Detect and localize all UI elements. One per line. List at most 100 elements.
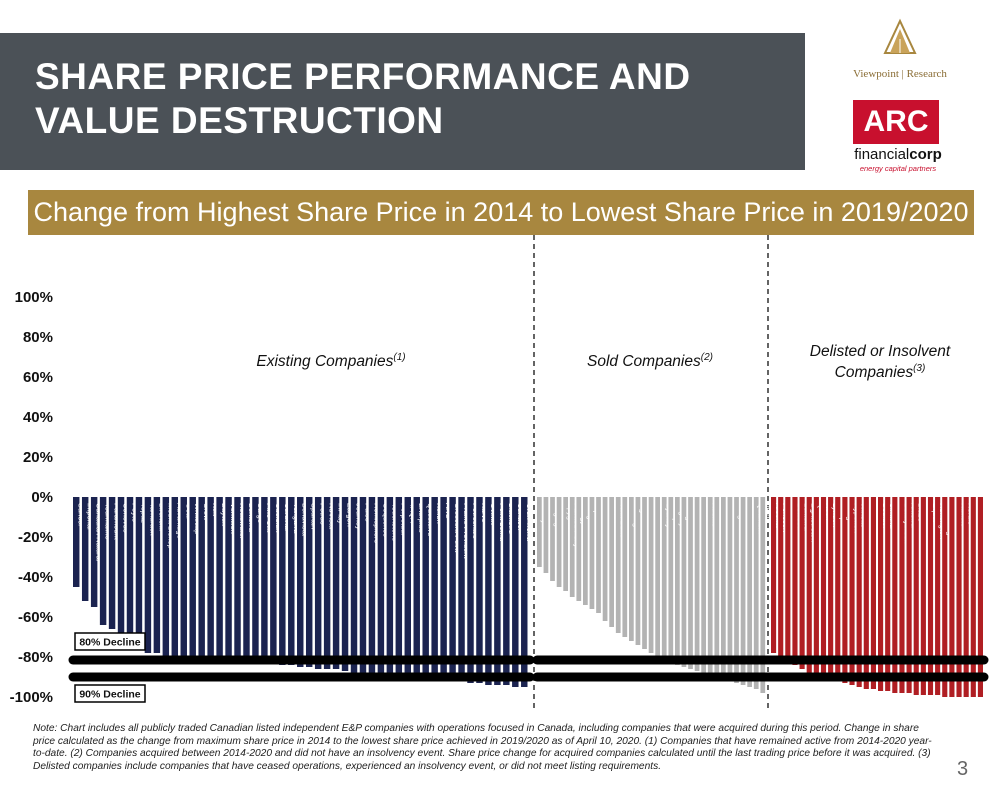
bar-label: Suncor xyxy=(77,503,86,527)
bar-label: Karve xyxy=(480,503,489,523)
bar xyxy=(753,497,759,689)
bar-label: Peyto xyxy=(130,503,139,522)
page-title-line1: SHARE PRICE PERFORMANCE AND xyxy=(35,56,691,97)
bar xyxy=(359,497,367,673)
bar xyxy=(792,497,798,665)
bar xyxy=(440,497,447,679)
bar xyxy=(467,497,474,683)
bar-label: Tamarack xyxy=(148,503,157,536)
bar-label: Tourmaline xyxy=(104,503,113,540)
bar xyxy=(563,497,569,591)
bar xyxy=(813,497,819,675)
bar-label: Bonavista xyxy=(301,503,310,537)
bar xyxy=(596,497,601,613)
bar-label: Point Loma xyxy=(498,503,507,542)
bar xyxy=(413,497,420,677)
reference-label: 80% Decline xyxy=(79,637,140,649)
bar-label: Vero xyxy=(763,503,772,518)
bar xyxy=(906,497,912,693)
bar-label: Prairie Provident xyxy=(462,503,471,559)
reference-label: 90% Decline xyxy=(79,689,140,701)
bar-label: Vermilion xyxy=(229,503,238,534)
bar xyxy=(747,497,753,687)
footnote: Note: Chart includes all publicly traded… xyxy=(33,723,932,772)
bar xyxy=(856,497,862,687)
share-price-chart: 100% 80% 60% 40% 20% 0% -20% -40% -60% -80% -100% S… xyxy=(10,235,990,710)
bar xyxy=(81,497,89,601)
bar xyxy=(648,497,654,653)
viewpoint-logo: Viewpoint | Research xyxy=(830,15,970,90)
bar xyxy=(234,497,241,661)
bar-label: InPlay xyxy=(337,503,346,524)
bar xyxy=(543,497,549,573)
bar xyxy=(144,497,152,653)
y-tick-label: -60% xyxy=(18,609,53,626)
bar xyxy=(537,497,542,567)
bar xyxy=(449,497,456,681)
bar xyxy=(431,497,438,679)
bar xyxy=(661,497,667,661)
bar xyxy=(602,497,608,621)
bar xyxy=(503,497,510,685)
arc-logo: ARC financialcorp energy capital partner… xyxy=(848,100,948,178)
bar-label: Birchcliff xyxy=(157,503,166,532)
bar xyxy=(688,497,693,669)
bar xyxy=(476,497,483,683)
y-tick-label: 60% xyxy=(23,369,53,386)
reference-label-box xyxy=(74,684,146,703)
bar xyxy=(576,497,582,601)
bar xyxy=(225,497,232,661)
bar-label: Pine Cliff xyxy=(265,503,274,534)
bar-label: Crew xyxy=(202,503,211,521)
bar xyxy=(297,497,304,667)
bar xyxy=(550,497,555,581)
bar xyxy=(956,497,962,697)
bar-label: Imperial xyxy=(86,503,95,530)
bar xyxy=(799,497,805,669)
bar xyxy=(108,497,116,629)
bar-label: Advantage xyxy=(175,503,184,539)
bar xyxy=(734,497,739,683)
bar xyxy=(279,497,286,665)
bar xyxy=(622,497,628,637)
y-tick-label: 40% xyxy=(23,409,53,426)
y-tick-label: -20% xyxy=(18,529,53,546)
bar xyxy=(99,497,107,625)
bar xyxy=(485,497,492,685)
bar xyxy=(252,497,259,661)
bar-label: Ovintiv xyxy=(489,503,498,526)
page-title-line2: VALUE DESTRUCTION xyxy=(35,100,444,141)
bar xyxy=(828,497,834,679)
bar xyxy=(681,497,687,667)
bar xyxy=(180,497,187,659)
bar xyxy=(935,497,941,695)
bar xyxy=(714,497,720,677)
bar xyxy=(740,497,746,685)
bar xyxy=(162,497,170,657)
bar-label: Cardinal xyxy=(283,503,292,531)
bar xyxy=(90,497,98,607)
bar-label: NuVista xyxy=(328,503,337,530)
bar xyxy=(885,497,891,691)
bar-label: Gran Tierra xyxy=(525,503,534,542)
bar xyxy=(942,497,948,697)
bar xyxy=(820,497,827,677)
bar xyxy=(207,497,214,659)
bar-label: Whitecap xyxy=(193,503,202,534)
arc-logo-tagline: energy capital partners xyxy=(859,164,937,173)
bar xyxy=(314,497,322,669)
bar xyxy=(126,497,134,641)
bar-label: Hemisphere xyxy=(372,503,381,543)
bar-label: Blackbird xyxy=(507,503,516,534)
bar xyxy=(949,497,955,697)
bar-label: Petrus xyxy=(319,503,328,525)
y-tick-label: -40% xyxy=(18,569,53,586)
bar-label: ARC xyxy=(444,503,453,519)
bar xyxy=(835,497,841,681)
bar xyxy=(305,497,313,667)
bar xyxy=(668,497,674,663)
bar xyxy=(970,497,976,697)
bar xyxy=(404,497,412,677)
bar xyxy=(189,497,196,659)
title-banner: SHARE PRICE PERFORMANCE AND VALUE DESTRU… xyxy=(0,33,805,170)
